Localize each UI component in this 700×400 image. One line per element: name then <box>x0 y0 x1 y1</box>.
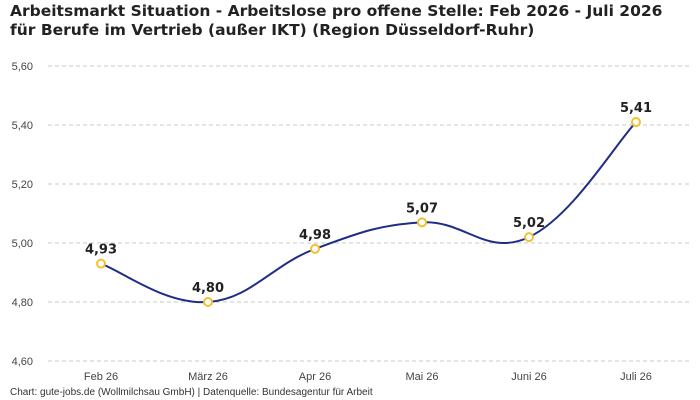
y-tick-label: 5,60 <box>12 61 33 73</box>
data-label: 4,80 <box>192 281 224 296</box>
data-points <box>96 117 641 307</box>
data-point <box>96 258 106 269</box>
x-tick-label: Mai 26 <box>405 371 438 383</box>
y-tick-label: 5,00 <box>12 238 33 250</box>
y-tick-label: 5,40 <box>12 120 33 132</box>
chart-footer: Chart: gute-jobs.de (Wollmilchsau GmbH) … <box>10 387 373 398</box>
series-line <box>100 121 637 304</box>
data-point <box>417 217 427 228</box>
x-tick-label: Juni 26 <box>511 371 546 383</box>
gridlines <box>48 65 690 362</box>
x-tick-label: Feb 26 <box>84 371 118 383</box>
data-point <box>524 232 534 243</box>
data-point <box>310 243 320 254</box>
chart-title: Arbeitsmarkt Situation - Arbeitslose pro… <box>10 2 663 39</box>
y-tick-label: 4,80 <box>12 297 33 309</box>
x-tick-label: Juli 26 <box>620 371 652 383</box>
x-axis-ticks: Feb 26 März 26 Apr 26 Mai 26 Juni 26 Juli 26 <box>84 371 652 383</box>
data-label: 5,02 <box>513 216 545 231</box>
y-tick-label: 5,20 <box>12 179 33 191</box>
data-label: 5,07 <box>406 201 438 216</box>
data-label: 4,98 <box>299 228 331 243</box>
data-label: 4,93 <box>85 243 117 258</box>
data-point <box>631 117 641 128</box>
y-axis-ticks: 4,60 4,80 5,00 5,20 5,40 5,60 <box>12 61 33 368</box>
data-point <box>203 297 213 307</box>
data-labels: 4,93 4,80 4,98 5,07 5,02 5,41 <box>85 101 652 296</box>
x-tick-label: Apr 26 <box>299 371 331 383</box>
y-tick-label: 4,60 <box>12 356 33 368</box>
data-label: 5,41 <box>620 101 652 116</box>
x-tick-label: März 26 <box>188 371 228 383</box>
